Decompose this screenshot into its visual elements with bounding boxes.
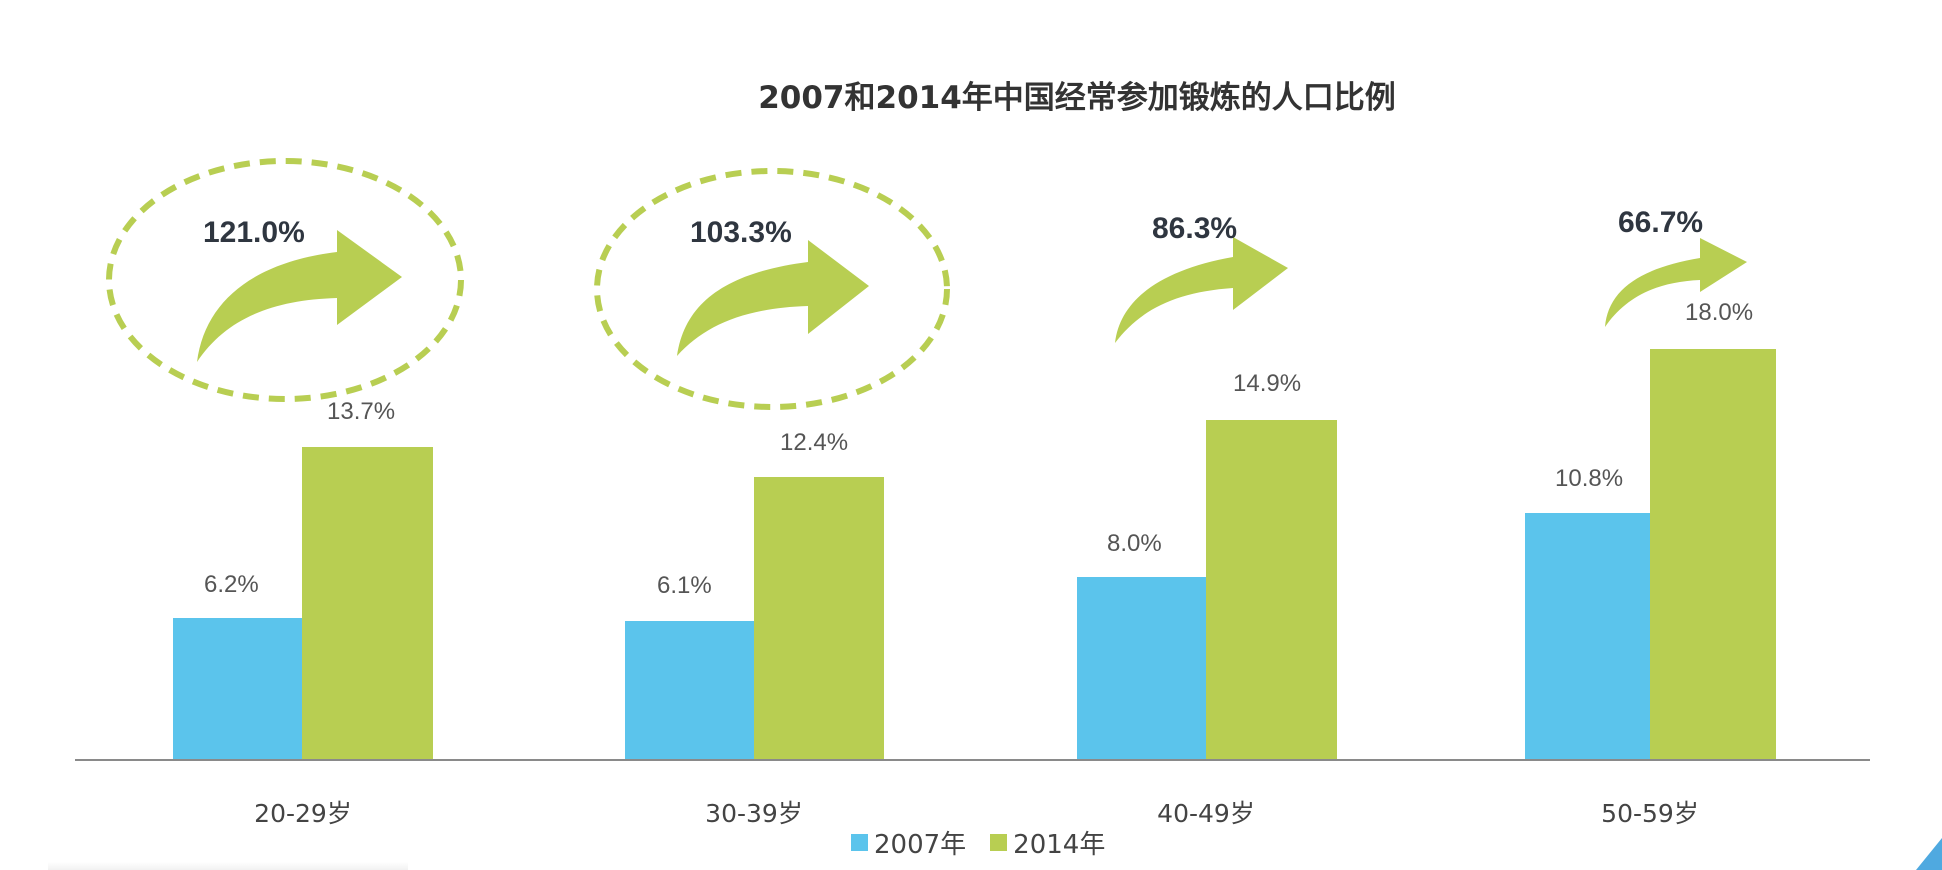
category-label-40-49: 40-49岁 xyxy=(1157,799,1255,828)
value-label-2007-20-29: 6.2% xyxy=(204,571,259,598)
bar-2007-40-49 xyxy=(1077,577,1206,760)
cropped-footnote xyxy=(48,862,408,870)
highlight-ellipse-20-29 xyxy=(106,158,464,402)
legend-label-2014: 2014年 xyxy=(1013,830,1106,860)
legend-item-2014: 2014年 xyxy=(990,824,1105,861)
growth-label-40-49: 86.3% xyxy=(1152,212,1238,245)
value-label-2014-30-39: 12.4% xyxy=(780,429,849,456)
growth-arrow-icon-30-39 xyxy=(677,240,869,356)
category-label-20-29: 20-29岁 xyxy=(254,799,352,828)
value-label-2007-30-39: 6.1% xyxy=(657,572,712,599)
category-label-30-39: 30-39岁 xyxy=(705,799,803,828)
growth-label-50-59: 66.7% xyxy=(1618,206,1704,239)
value-label-2007-40-49: 8.0% xyxy=(1107,530,1162,557)
bar-2014-50-59 xyxy=(1650,349,1776,760)
growth-label-30-39: 103.3% xyxy=(690,216,792,249)
chart-legend: 2007年 2014年 xyxy=(851,824,1129,861)
legend-item-2007: 2007年 xyxy=(851,824,966,861)
bar-2007-20-29 xyxy=(173,618,302,760)
bar-2007-50-59 xyxy=(1525,513,1650,760)
growth-arrow-icon-20-29 xyxy=(197,230,402,362)
value-label-2007-50-59: 10.8% xyxy=(1555,465,1624,492)
highlight-ellipse-30-39 xyxy=(594,168,950,410)
legend-swatch-2007-icon xyxy=(851,834,868,851)
legend-swatch-2014-icon xyxy=(990,834,1008,851)
value-label-2014-50-59: 18.0% xyxy=(1685,299,1754,326)
category-label-50-59: 50-59岁 xyxy=(1601,799,1699,828)
corner-accent-shape xyxy=(1916,838,1942,870)
bar-2014-30-39 xyxy=(754,477,884,760)
chart-title: 2007和2014年中国经常参加锻炼的人口比例 xyxy=(758,80,1396,116)
growth-label-20-29: 121.0% xyxy=(203,216,305,249)
growth-arrow-icon-40-49 xyxy=(1115,237,1288,343)
bar-2014-40-49 xyxy=(1206,420,1337,760)
bar-2007-30-39 xyxy=(625,621,754,760)
value-label-2014-20-29: 13.7% xyxy=(327,398,396,425)
growth-arrow-icon-50-59 xyxy=(1605,238,1747,327)
legend-label-2007: 2007年 xyxy=(874,830,967,860)
value-label-2014-40-49: 14.9% xyxy=(1233,370,1302,397)
bar-2014-20-29 xyxy=(302,447,433,760)
x-axis-line xyxy=(75,759,1870,761)
